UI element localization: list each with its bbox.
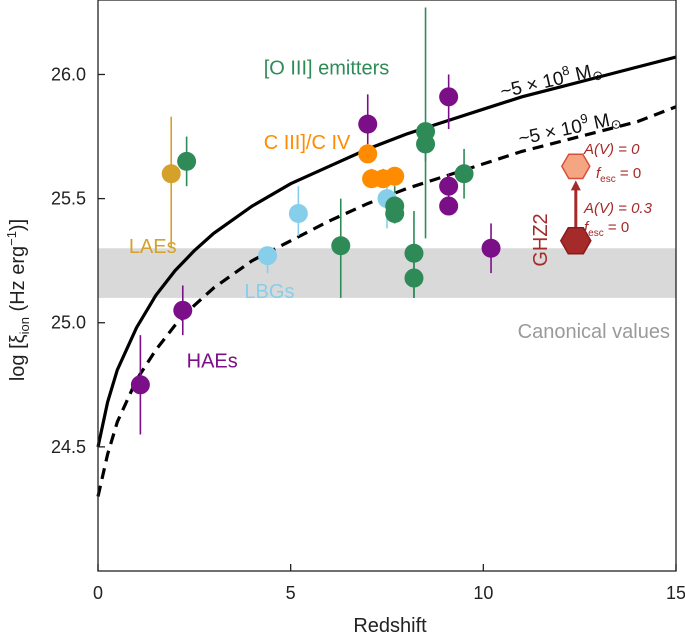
axis-ticks: 0 5 10 15 24.5 25.0 25.5 26.0	[51, 64, 685, 603]
x-axis-label: Redshift	[353, 615, 427, 637]
data-point	[288, 204, 308, 224]
data-point	[454, 164, 474, 184]
data-point	[439, 87, 459, 107]
data-point	[439, 196, 459, 216]
y-tick-label: 24.5	[51, 437, 86, 457]
x-tick-label: 0	[93, 583, 103, 603]
data-point	[385, 166, 405, 186]
data-point	[358, 144, 378, 164]
canonical-band	[98, 248, 676, 298]
data-point	[404, 243, 424, 263]
data-point	[331, 236, 351, 256]
data-point	[439, 176, 459, 196]
series-label: C III]/C IV	[264, 132, 351, 154]
data-point	[130, 375, 150, 395]
series-label: HAEs	[187, 350, 238, 372]
y-tick-label: 25.5	[51, 189, 86, 209]
data-point	[177, 151, 197, 171]
y-tick-label: 25.0	[51, 313, 86, 333]
plot-frame	[97, 0, 677, 572]
ghz2-upper-av: A(V) = 0	[583, 141, 640, 158]
y-axis-label: log [ξion (Hz erg−1)]	[4, 219, 32, 381]
data-point	[173, 300, 193, 320]
data-point	[481, 238, 501, 258]
series-labels: HAEs LAEs LBGs [O III] emitters C III]/C IV	[129, 57, 389, 372]
ghz2-lower-av: A(V) = 0.3	[583, 200, 653, 217]
y-tick-label: 26.0	[51, 64, 86, 84]
series-label: [O III] emitters	[264, 57, 390, 79]
ghz2-upper-marker	[560, 153, 591, 180]
ghz2-lower-marker	[559, 227, 592, 255]
data-point	[358, 114, 378, 134]
x-tick-label: 5	[286, 583, 296, 603]
curve-solid	[96, 55, 677, 448]
series-label: LBGs	[244, 281, 294, 303]
ghz2-arrow-head	[570, 180, 581, 191]
data-point	[161, 164, 181, 184]
x-tick-label: 10	[473, 583, 493, 603]
ghz2-upper-fesc: fesc = 0	[596, 165, 641, 185]
ghz2-group	[559, 153, 592, 255]
ghz2-lower-fesc: fesc = 0	[584, 219, 629, 239]
data-point	[404, 268, 424, 288]
canonical-label: Canonical values	[518, 321, 670, 343]
curve-label-solid: ~5 × 108 M⊙	[498, 55, 605, 105]
data-point	[385, 204, 405, 224]
data-point	[416, 134, 436, 154]
data-point	[258, 246, 278, 266]
data-points	[130, 87, 501, 395]
series-label: LAEs	[129, 236, 177, 258]
ghz2-label: GHZ2	[530, 213, 552, 266]
x-tick-label: 15	[666, 583, 685, 603]
